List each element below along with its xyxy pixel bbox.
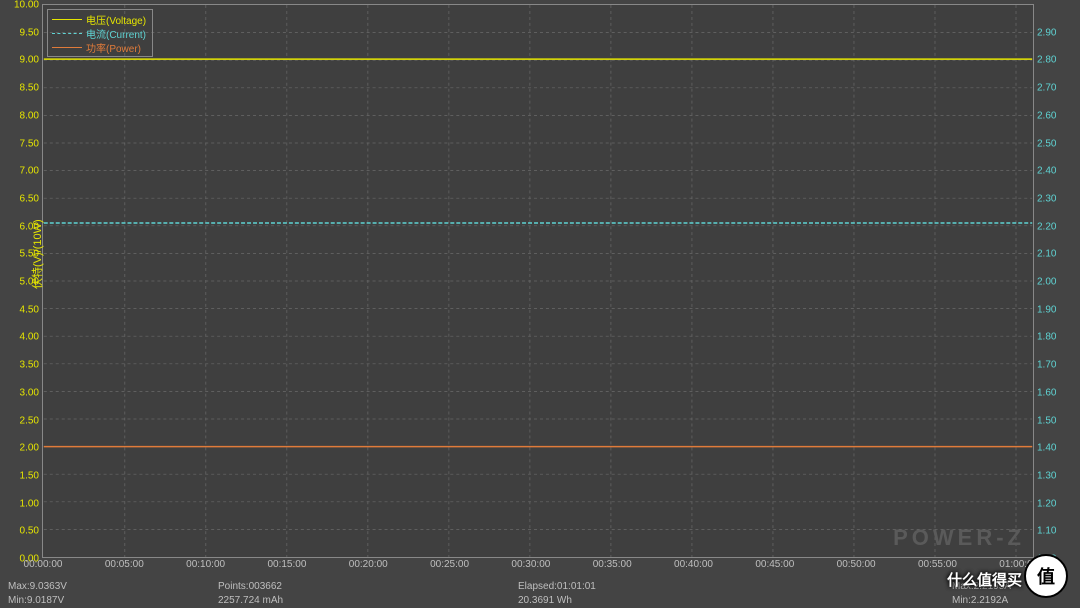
x-tick: 00:50:00: [837, 557, 876, 570]
badge-icon: 值: [1024, 554, 1068, 598]
x-tick: 00:45:00: [755, 557, 794, 570]
legend: 电压(Voltage)电流(Current)功率(Power): [47, 9, 153, 57]
status-elapsed: Elapsed:01:01:01: [518, 581, 596, 592]
legend-line-icon: [52, 33, 82, 34]
y-left-tick: 7.50: [20, 138, 43, 149]
y-right-tick: 1.70: [1033, 360, 1056, 371]
status-max-voltage: Max:9.0363V: [8, 581, 67, 592]
y-right-tick: 2.00: [1033, 277, 1056, 288]
y-right-tick: 1.20: [1033, 498, 1056, 509]
x-tick: 00:15:00: [267, 557, 306, 570]
status-wh: 20.3691 Wh: [518, 595, 572, 606]
legend-label: 功率(Power): [86, 40, 141, 55]
y-left-tick: 1.00: [20, 498, 43, 509]
plot-area: 电压(Voltage)电流(Current)功率(Power) POWER-Z …: [42, 4, 1034, 558]
y-left-tick: 9.00: [20, 55, 43, 66]
y-right-tick: 2.10: [1033, 249, 1056, 260]
y-left-tick: 7.00: [20, 166, 43, 177]
legend-label: 电流(Current): [86, 26, 146, 41]
y-right-tick: 1.60: [1033, 387, 1056, 398]
legend-label: 电压(Voltage): [86, 12, 146, 27]
y-left-tick: 2.00: [20, 443, 43, 454]
y-right-tick: 1.90: [1033, 304, 1056, 315]
legend-item-current: 电流(Current): [52, 26, 146, 40]
y-axis-left-title: 伏特(V)/(10W): [29, 219, 45, 289]
y-left-tick: 4.00: [20, 332, 43, 343]
watermark-logo: POWER-Z: [893, 525, 1025, 551]
legend-item-voltage: 电压(Voltage): [52, 12, 146, 26]
y-right-tick: 1.50: [1033, 415, 1056, 426]
y-right-tick: 2.90: [1033, 27, 1056, 38]
x-tick: 00:25:00: [430, 557, 469, 570]
badge-text: 什么值得买: [947, 569, 1022, 590]
y-right-tick: 1.30: [1033, 470, 1056, 481]
y-right-tick: 2.80: [1033, 55, 1056, 66]
y-right-tick: 1.10: [1033, 526, 1056, 537]
y-left-tick: 8.50: [20, 83, 43, 94]
y-left-tick: 6.50: [20, 193, 43, 204]
y-right-tick: 2.50: [1033, 138, 1056, 149]
plot-svg: [43, 5, 1033, 557]
y-left-tick: 8.00: [20, 110, 43, 121]
y-left-tick: 3.50: [20, 360, 43, 371]
legend-line-icon: [52, 47, 82, 48]
x-tick: 00:30:00: [511, 557, 550, 570]
y-left-tick: 9.50: [20, 27, 43, 38]
y-left-tick: 0.50: [20, 526, 43, 537]
status-min-current: Min:2.2192A: [952, 595, 1008, 606]
x-tick: 00:05:00: [105, 557, 144, 570]
y-left-tick: 2.50: [20, 415, 43, 426]
y-left-tick: 1.50: [20, 470, 43, 481]
y-right-tick: 2.70: [1033, 83, 1056, 94]
y-right-tick: 2.60: [1033, 110, 1056, 121]
status-mah: 2257.724 mAh: [218, 595, 283, 606]
legend-item-power: 功率(Power): [52, 40, 146, 54]
legend-line-icon: [52, 19, 82, 20]
y-left-tick: 3.00: [20, 387, 43, 398]
x-tick: 00:10:00: [186, 557, 225, 570]
x-tick: 00:20:00: [349, 557, 388, 570]
x-tick: 00:35:00: [593, 557, 632, 570]
status-row-1: Max:9.0363V Points:003662 Elapsed:01:01:…: [0, 580, 1080, 593]
x-tick: 00:00:00: [24, 557, 63, 570]
status-row-2: Min:9.0187V 2257.724 mAh 20.3691 Wh Min:…: [0, 594, 1080, 607]
y-right-tick: 2.40: [1033, 166, 1056, 177]
chart-container: 电压(Voltage)电流(Current)功率(Power) POWER-Z …: [0, 0, 1080, 608]
y-right-tick: 1.80: [1033, 332, 1056, 343]
y-left-tick: 10.00: [14, 0, 43, 11]
y-left-tick: 4.50: [20, 304, 43, 315]
status-points: Points:003662: [218, 581, 282, 592]
status-min-voltage: Min:9.0187V: [8, 595, 64, 606]
y-right-tick: 1.40: [1033, 443, 1056, 454]
x-tick: 00:40:00: [674, 557, 713, 570]
status-bar: Max:9.0363V Points:003662 Elapsed:01:01:…: [0, 580, 1080, 608]
y-right-tick: 2.20: [1033, 221, 1056, 232]
y-right-tick: 2.30: [1033, 193, 1056, 204]
